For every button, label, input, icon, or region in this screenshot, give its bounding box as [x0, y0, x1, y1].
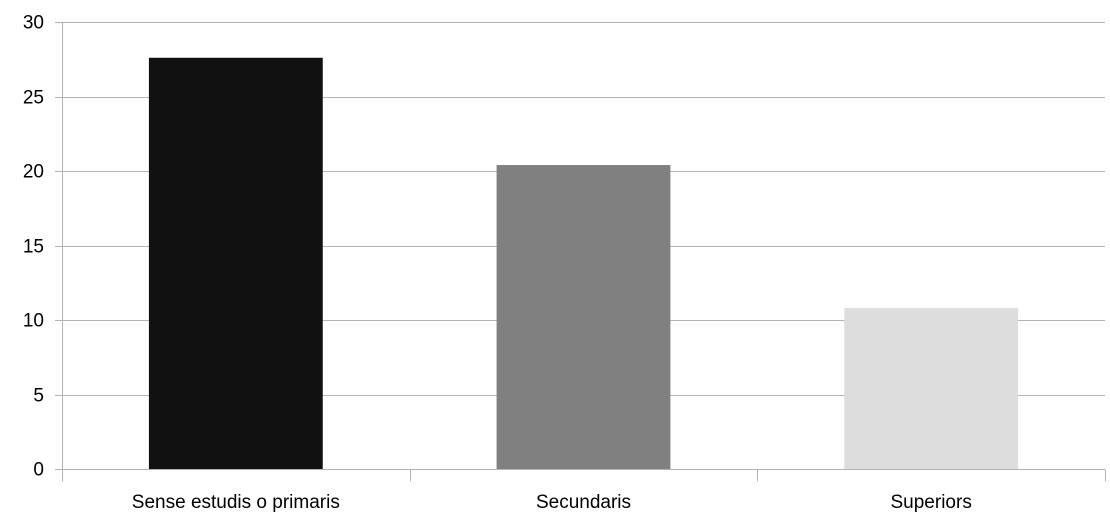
bar	[844, 308, 1019, 469]
bar	[496, 165, 671, 470]
y-tick-label: 10	[23, 311, 44, 332]
x-tick-label: Superiors	[891, 492, 972, 513]
y-tick-label: 5	[33, 386, 44, 407]
y-tick-label: 15	[23, 237, 44, 258]
x-tick-label: Sense estudis o primaris	[132, 492, 340, 513]
y-tick-label: 30	[23, 13, 44, 34]
bar	[148, 57, 323, 469]
y-tick-label: 20	[23, 162, 44, 183]
bars	[148, 57, 1019, 470]
axes	[55, 22, 1106, 482]
y-tick-label: 0	[33, 460, 44, 481]
x-tick-label: Secundaris	[536, 492, 631, 513]
y-tick-label: 25	[23, 88, 44, 109]
tick-labels: 0 5 10 15 20 25 30 Sense estudis o primaris Secu…	[23, 13, 972, 514]
